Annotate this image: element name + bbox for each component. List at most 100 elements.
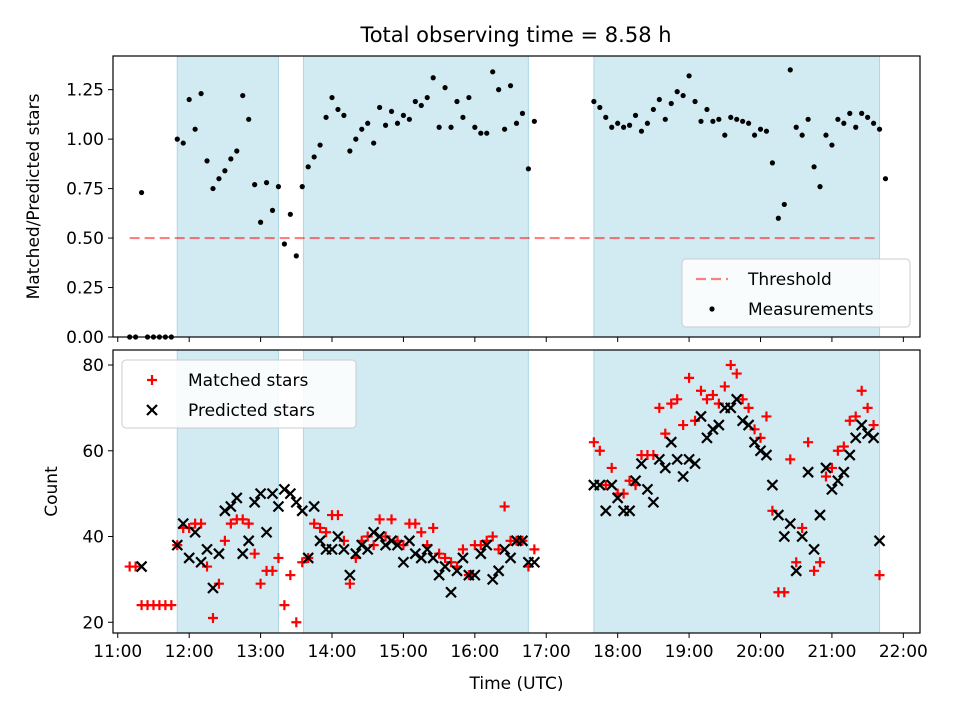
predicted-star-point (492, 565, 505, 577)
measurement-point (281, 241, 287, 247)
matched-star-point (666, 398, 677, 409)
predicted-star-point (433, 569, 445, 581)
measurement-point (751, 132, 758, 138)
measurement-point (454, 98, 460, 105)
predicted-star-point (766, 479, 779, 491)
predicted-star-point (350, 547, 362, 560)
measurement-point (305, 164, 311, 170)
measurement-point (621, 124, 627, 130)
matched-star-point (648, 450, 659, 461)
matched-star-point (321, 527, 332, 538)
matched-star-point (695, 385, 706, 396)
matched-star-point (850, 411, 861, 422)
predicted-star-point (266, 487, 279, 500)
measurement-point (269, 207, 276, 213)
x-tick-label: 17:00 (522, 642, 571, 662)
predicted-star-point (415, 552, 428, 564)
matched-star-point (225, 518, 236, 529)
predicted-star-point (653, 453, 666, 466)
measurement-point (882, 176, 889, 182)
predicted-star-point (332, 530, 344, 543)
matched-star-point (791, 557, 802, 568)
measurement-point (829, 142, 835, 148)
matched-star-point (380, 531, 391, 542)
measurement-point (876, 126, 883, 132)
measurement-point (275, 184, 282, 190)
measurement-point (192, 126, 198, 132)
predicted-star-point (231, 492, 243, 504)
predicted-star-point (135, 560, 148, 573)
matched-star-point (487, 531, 498, 542)
measurement-point (460, 114, 466, 120)
predicted-star-point (201, 543, 213, 556)
measurement-point (442, 85, 448, 91)
y-tick-label: 1.00 (66, 130, 104, 150)
measurement-point (597, 104, 603, 111)
matched-star-point (475, 540, 486, 551)
matched-star-point (249, 548, 260, 559)
measurement-point (519, 110, 526, 116)
measurement-point (632, 112, 639, 118)
measurement-point (859, 110, 865, 116)
matched-star-point (725, 360, 736, 371)
measurement-point (656, 96, 662, 103)
matched-star-point (856, 385, 867, 396)
measurement-point (662, 116, 668, 122)
measurement-point (406, 116, 412, 122)
y-tick-label: 0.50 (66, 229, 104, 249)
measurement-point (228, 156, 234, 162)
matched-star-point (868, 420, 879, 431)
measurement-point (847, 110, 853, 116)
measurement-point (257, 219, 264, 225)
measurement-point (466, 94, 472, 101)
matched-star-point (130, 561, 141, 572)
measurement-point (138, 189, 145, 196)
matched-star-point (779, 587, 790, 598)
predicted-star-point (367, 526, 380, 539)
predicted-star-point (623, 505, 636, 517)
predicted-star-point (814, 509, 826, 521)
measurement-point (448, 124, 454, 130)
matched-star-point (618, 488, 629, 499)
measurement-point (472, 124, 478, 130)
matched-star-point (761, 411, 772, 422)
matched-star-point (416, 527, 427, 538)
legend-label: Threshold (747, 270, 832, 290)
matched-star-point (672, 394, 683, 405)
predicted-star-point (183, 552, 195, 564)
y-tick-label: 60 (82, 442, 104, 462)
measurement-point (650, 106, 656, 113)
predicted-star-point (213, 547, 225, 560)
predicted-star-point (290, 496, 303, 508)
measurement-point (710, 118, 716, 124)
predicted-star-point (296, 505, 309, 517)
predicted-star-point (742, 419, 755, 431)
predicted-star-point (611, 492, 624, 504)
measurement-point (240, 92, 246, 99)
matched-star-point (826, 462, 837, 473)
measurement-point (174, 136, 180, 142)
measurement-point (591, 98, 597, 105)
measurement-point (263, 180, 270, 186)
matched-star-point (797, 522, 808, 533)
measurement-point (204, 158, 210, 164)
predicted-star-point (861, 427, 874, 440)
measurement-point (841, 120, 847, 126)
matched-star-point (255, 578, 266, 589)
x-tick-label: 13:00 (236, 642, 285, 662)
predicted-star-point (659, 462, 672, 474)
legend: Threshold Measurements (681, 258, 911, 328)
measurement-point (293, 253, 299, 259)
predicted-star-point (784, 517, 797, 530)
predicted-star-point (361, 543, 374, 556)
predicted-star-point (754, 444, 767, 457)
predicted-star-point (855, 419, 868, 431)
measurement-point (388, 108, 395, 115)
predicted-star-point (451, 565, 463, 577)
measurement-point (817, 184, 823, 190)
legend-predicted-swatch (146, 404, 158, 416)
predicted-star-point (260, 526, 273, 539)
predicted-star-point (671, 453, 683, 466)
measurement-point (335, 106, 341, 113)
